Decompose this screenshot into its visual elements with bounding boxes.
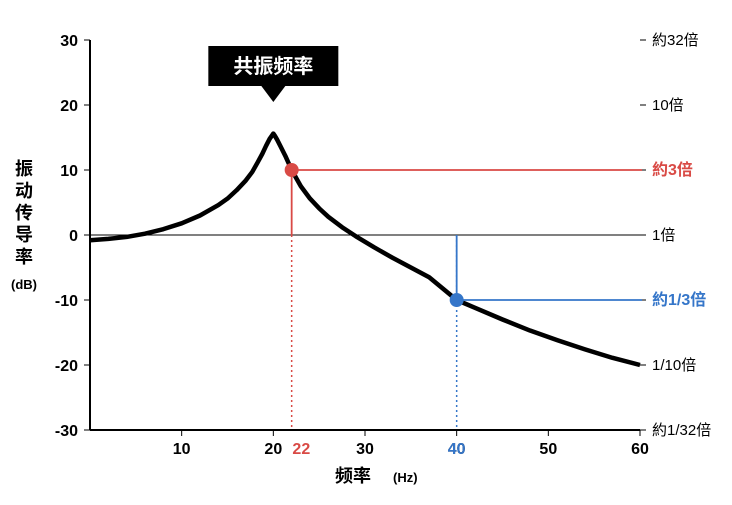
y-right-label: 約1/3倍 <box>652 290 706 309</box>
x-axis-unit: (Hz) <box>393 470 418 485</box>
y-axis-title: 率 <box>15 247 33 267</box>
marker-point <box>285 163 299 177</box>
y-tick-label: 30 <box>60 33 78 50</box>
x-tick-label: 50 <box>539 441 557 458</box>
y-axis-unit: (dB) <box>11 277 37 292</box>
y-right-label: 約32倍 <box>652 32 699 49</box>
x-tick-label: 30 <box>356 441 374 458</box>
y-tick-label: -30 <box>55 423 78 440</box>
chart-svg: -30-20-1001020301020304050602240約32倍10倍約… <box>0 0 732 500</box>
transmissibility-chart: -30-20-1001020301020304050602240約32倍10倍約… <box>0 0 732 500</box>
x-tick-highlight: 40 <box>448 441 466 458</box>
y-right-label: 1/10倍 <box>652 357 696 374</box>
y-tick-label: 0 <box>69 228 78 245</box>
y-axis-title: 导 <box>15 225 33 245</box>
resonance-callout-pointer <box>261 86 285 102</box>
x-tick-highlight: 22 <box>292 441 310 458</box>
y-axis-title: 振 <box>15 159 33 179</box>
y-axis-title: 传 <box>15 203 33 223</box>
y-right-label: 10倍 <box>652 97 684 114</box>
x-tick-label: 60 <box>631 441 649 458</box>
transmissibility-curve <box>90 134 640 365</box>
x-tick-label: 20 <box>264 441 282 458</box>
y-right-label: 約3倍 <box>652 160 693 179</box>
x-axis-title: 频率 <box>335 466 371 486</box>
y-tick-label: -20 <box>55 358 78 375</box>
y-axis-title: 动 <box>15 181 33 201</box>
y-right-label: 約1/32倍 <box>652 422 711 439</box>
y-tick-label: 10 <box>60 163 78 180</box>
resonance-callout-text: 共振频率 <box>233 55 313 78</box>
y-tick-label: -10 <box>55 293 78 310</box>
y-tick-label: 20 <box>60 98 78 115</box>
x-tick-label: 10 <box>173 441 191 458</box>
y-right-label: 1倍 <box>652 227 675 244</box>
marker-point <box>450 293 464 307</box>
